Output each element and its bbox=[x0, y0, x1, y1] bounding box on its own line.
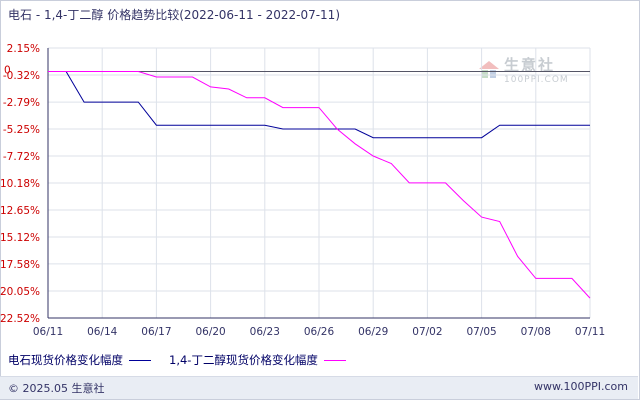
x-tick-label: 06/17 bbox=[141, 326, 171, 338]
y-tick-label: -5.25% bbox=[3, 124, 40, 136]
legend-label-series1: 电石现货价格变化幅度 bbox=[8, 353, 123, 367]
chart-title: 电石 - 1,4-丁二醇 价格趋势比较(2022-06-11 - 2022-07… bbox=[8, 6, 340, 23]
x-tick-label: 06/14 bbox=[87, 326, 118, 338]
y-tick-label: -7.72% bbox=[3, 151, 40, 163]
y-tick-label: -20.05% bbox=[0, 286, 40, 298]
chart-grid bbox=[47, 47, 591, 319]
y-axis-ticks: 2.15% -0.32% -2.79% -5.25% -7.72% -10.18% -12.… bbox=[0, 43, 40, 325]
y-tick-label: -2.79% bbox=[3, 97, 40, 109]
footer-url-link[interactable]: www.100PPI.com bbox=[534, 380, 628, 393]
x-tick-label: 07/05 bbox=[466, 326, 496, 338]
x-tick-label: 06/20 bbox=[195, 326, 225, 338]
x-tick-label: 06/11 bbox=[33, 326, 63, 338]
legend-swatch-series1 bbox=[129, 359, 151, 361]
y-tick-label: 2.15% bbox=[7, 43, 40, 55]
legend-item-series2: 1,4-丁二醇现货价格变化幅度 bbox=[169, 352, 346, 368]
chart-legend: 电石现货价格变化幅度 1,4-丁二醇现货价格变化幅度 bbox=[8, 352, 364, 368]
legend-item-series1: 电石现货价格变化幅度 bbox=[8, 352, 151, 368]
footer-bar: © 2025.05 生意社 www.100PPI.com bbox=[0, 376, 638, 399]
chart-title-range: (2022-06-11 - 2022-07-11) bbox=[179, 8, 341, 22]
chart-title-main: 电石 - 1,4-丁二醇 价格趋势比较 bbox=[8, 8, 180, 22]
x-tick-label: 06/23 bbox=[250, 326, 280, 338]
legend-swatch-series2 bbox=[323, 359, 346, 361]
y-tick-label: -15.12% bbox=[0, 232, 40, 244]
y-tick-label: -22.52% bbox=[0, 313, 40, 325]
x-tick-label: 07/11 bbox=[575, 326, 605, 338]
x-tick-label: 06/29 bbox=[358, 326, 388, 338]
y-tick-label: -10.18% bbox=[0, 178, 40, 190]
series-line-1 bbox=[48, 71, 590, 139]
series-lines bbox=[48, 71, 591, 299]
y-tick-label: -0.32% bbox=[3, 70, 40, 82]
x-tick-label: 07/08 bbox=[521, 326, 551, 338]
zero-label: 0 bbox=[4, 65, 11, 77]
watermark-name: 生意社 bbox=[504, 56, 556, 74]
x-tick-label: 07/02 bbox=[412, 326, 442, 338]
x-tick-label: 06/26 bbox=[304, 326, 335, 338]
x-axis-ticks: 06/11 06/14 06/17 06/20 06/23 06/26 06/29 07/02… bbox=[33, 326, 605, 338]
y-tick-label: -17.58% bbox=[0, 259, 40, 271]
ppi-logo-icon bbox=[479, 60, 499, 78]
footer-copyright: © 2025.05 生意社 bbox=[8, 382, 105, 395]
legend-label-series2: 1,4-丁二醇现货价格变化幅度 bbox=[169, 353, 318, 367]
series-line-2 bbox=[48, 71, 591, 299]
y-tick-label: -12.65% bbox=[0, 205, 40, 217]
